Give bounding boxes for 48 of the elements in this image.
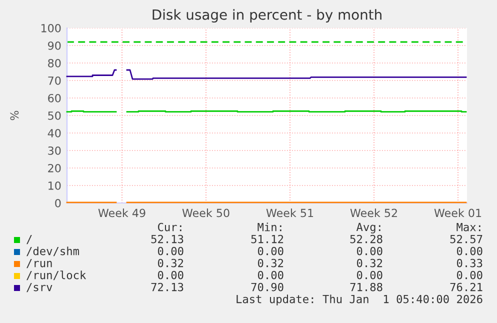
text: 0.32	[258, 258, 284, 268]
text: 0.00	[356, 270, 382, 280]
text: 52.28	[350, 234, 382, 244]
text: Avg:	[356, 222, 380, 234]
y-tick-label: 30	[48, 146, 61, 155]
text: 71.88	[350, 282, 382, 292]
legend-label: /srv	[26, 282, 52, 292]
y-tick-label: 50	[48, 111, 61, 120]
y-tick-label: 0	[55, 198, 61, 208]
x-tick-label: Week 49	[98, 208, 146, 218]
text: 0.00	[456, 246, 482, 256]
y-axis-title: %	[10, 110, 19, 120]
x-tick-label: Week 50	[182, 208, 230, 218]
y-tick-label: 90	[48, 41, 61, 50]
legend-label: /dev/shm	[26, 246, 79, 256]
text: 0.00	[158, 246, 184, 256]
text: 0.00	[158, 270, 184, 280]
y-tick-label: 100	[41, 24, 61, 32]
text: 51.12	[251, 234, 284, 244]
text: Max:	[456, 222, 480, 232]
y-tick-label: 40	[48, 128, 61, 138]
text: 72.13	[151, 282, 184, 292]
chart-title: Disk usage in percent - by month	[152, 9, 382, 23]
x-tick-label: Week 01	[434, 208, 482, 218]
x-tick-label: Week 52	[350, 208, 397, 218]
text: 0.00	[356, 246, 382, 256]
text: 0.00	[456, 270, 482, 280]
y-tick-label: 60	[48, 94, 61, 102]
text: Cur:	[158, 222, 182, 232]
text: 0.33	[456, 258, 482, 268]
text: 70.90	[251, 282, 284, 292]
legend-label: /run	[26, 258, 52, 268]
y-tick-label: 80	[48, 58, 61, 68]
text: 52.13	[151, 234, 184, 244]
text: 52.57	[450, 234, 482, 244]
y-tick-label: 10	[48, 181, 61, 190]
legend-label: /	[26, 234, 32, 244]
text: Last update: Thu Jan 1 05:40:00 2026	[236, 294, 482, 306]
text: 0.00	[258, 246, 284, 256]
x-tick-label: Week 51	[266, 208, 314, 218]
y-tick-label: 70	[48, 76, 61, 85]
text: 0.32	[158, 258, 184, 268]
legend-label: /run/lock	[26, 270, 86, 280]
text: 0.32	[356, 258, 382, 268]
text: Min:	[258, 222, 282, 232]
text: 0.00	[258, 270, 284, 280]
text: 76.21	[450, 282, 482, 292]
y-tick-label: 20	[48, 164, 61, 172]
